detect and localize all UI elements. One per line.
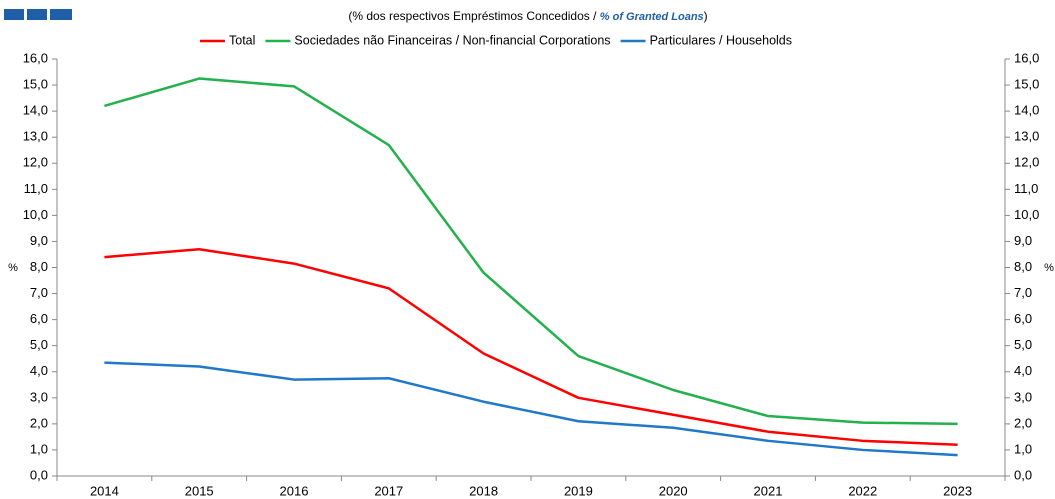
y2-tick-label: 9,0 [1014, 233, 1032, 248]
x-tick-label: 2019 [564, 483, 593, 498]
y-tick-label: 10,0 [23, 207, 48, 222]
x-tick-label: 2020 [659, 483, 688, 498]
y2-tick-label: 7,0 [1014, 285, 1032, 300]
y2-tick-label: 8,0 [1014, 259, 1032, 274]
y2-axis-label: % [1044, 262, 1054, 274]
y-tick-label: 0,0 [30, 467, 48, 482]
legend-label: Particulares / Households [650, 33, 792, 47]
x-tick-label: 2014 [90, 483, 119, 498]
y-axis-label: % [8, 262, 18, 274]
series-line [104, 77, 958, 426]
y-tick-label: 5,0 [30, 337, 48, 352]
y2-tick-label: 1,0 [1014, 441, 1032, 456]
x-tick-label: 2023 [943, 483, 972, 498]
subtitle-pt: (% dos respectivos Empréstimos Concedido… [348, 9, 599, 23]
y2-tick-label: 10,0 [1014, 207, 1039, 222]
y-tick-label: 13,0 [23, 129, 48, 144]
y2-tick-label: 4,0 [1014, 363, 1032, 378]
y2-tick-label: 16,0 [1014, 50, 1039, 65]
y-tick-label: 11,0 [24, 181, 48, 196]
y2-tick-label: 0,0 [1014, 467, 1032, 482]
y-tick-label: 1,0 [30, 441, 48, 456]
y2-tick-label: 11,0 [1014, 181, 1038, 196]
y-tick-label: 6,0 [30, 311, 48, 326]
y2-tick-label: 14,0 [1014, 103, 1039, 118]
y-tick-label: 7,0 [30, 285, 48, 300]
logo-block [27, 9, 47, 20]
x-tick-label: 2016 [280, 483, 309, 498]
y-tick-label: 9,0 [30, 233, 48, 248]
y2-tick-label: 12,0 [1014, 155, 1039, 170]
subtitle-end: ) [704, 9, 708, 23]
y-tick-label: 15,0 [23, 77, 48, 92]
y-tick-label: 16,0 [23, 50, 48, 65]
y-tick-label: 12,0 [23, 155, 48, 170]
y2-tick-label: 15,0 [1014, 77, 1039, 92]
y2-tick-label: 13,0 [1014, 129, 1039, 144]
x-tick-label: 2021 [754, 483, 783, 498]
y2-tick-label: 3,0 [1014, 389, 1032, 404]
x-tick-label: 2022 [848, 483, 877, 498]
chart-subtitle: (% dos respectivos Empréstimos Concedido… [348, 9, 707, 23]
y-tick-label: 3,0 [30, 389, 48, 404]
y-tick-label: 14,0 [23, 103, 48, 118]
logo-block [4, 9, 24, 20]
subtitle-en: % of Granted Loans [600, 11, 704, 23]
logo-block [50, 9, 72, 20]
legend-label: Sociedades não Financeiras / Non-financi… [294, 33, 610, 47]
x-tick-label: 2015 [185, 483, 214, 498]
series-line [104, 248, 958, 446]
y-tick-label: 4,0 [30, 363, 48, 378]
series-line [104, 361, 958, 457]
y2-tick-label: 6,0 [1014, 311, 1032, 326]
x-tick-label: 2018 [469, 483, 498, 498]
legend-label: Total [229, 33, 255, 47]
y2-tick-label: 2,0 [1014, 415, 1032, 430]
x-tick-label: 2017 [374, 483, 403, 498]
y-tick-label: 8,0 [30, 259, 48, 274]
y2-tick-label: 5,0 [1014, 337, 1032, 352]
y-tick-label: 2,0 [30, 415, 48, 430]
